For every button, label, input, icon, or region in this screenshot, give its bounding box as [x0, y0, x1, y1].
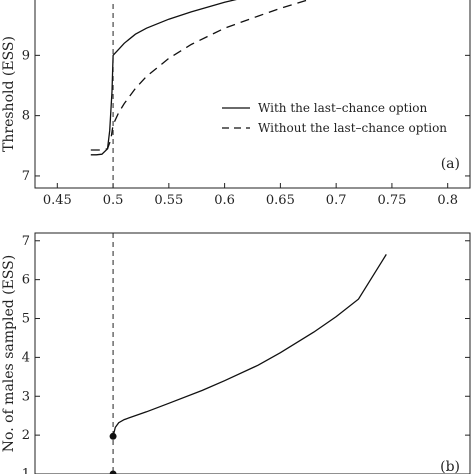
y-tick-label: 8	[22, 109, 30, 124]
x-tick-label: 0.6	[214, 193, 235, 208]
series-line-dashed	[90, 0, 310, 151]
y-tick-label: 1	[22, 467, 30, 474]
panel-b-males-sampled: 1 2 3 4 5 6 7 No. of males sampled (ESS) (b)	[1, 232, 471, 474]
y-tick-label: 2	[22, 428, 30, 443]
data-point	[109, 470, 117, 474]
series-line-solid	[90, 0, 237, 156]
panel-a-threshold: 7 8 9 10 0.45 0.5 0.55 0.6 0.65 0.7 0.75 0.8 Thresho…	[1, 0, 471, 208]
panel-label: (b)	[440, 459, 460, 474]
plot-frame	[34, 0, 471, 189]
x-tick-label: 0.55	[154, 193, 183, 208]
x-tick-label: 0.7	[326, 193, 347, 208]
series-line-solid	[112, 254, 387, 437]
y-tick-label: 5	[22, 312, 30, 327]
legend-label: Without the last–chance option	[258, 121, 447, 135]
y-tick-label: 4	[22, 350, 30, 365]
plot-frame	[34, 232, 471, 474]
plot-area	[109, 233, 387, 474]
y-tick-label: 3	[22, 389, 30, 404]
x-tick-label: 0.5	[103, 193, 124, 208]
legend-label: With the last–chance option	[258, 101, 428, 115]
x-tick-label: 0.45	[43, 193, 72, 208]
y-axis-label: No. of males sampled (ESS)	[1, 255, 17, 452]
y-tick-label: 7	[22, 234, 30, 249]
x-tick-label: 0.65	[266, 193, 295, 208]
data-point	[109, 432, 117, 440]
y-tick-label: 6	[22, 273, 30, 288]
x-tick-label: 0.8	[437, 193, 458, 208]
y-tick-label: 10	[13, 0, 30, 3]
y-axis-label: Threshold (ESS)	[1, 36, 17, 152]
y-tick-label: 9	[22, 48, 30, 63]
y-tick-label: 7	[22, 169, 30, 184]
x-tick-label: 0.75	[377, 193, 406, 208]
panel-label: (a)	[441, 156, 460, 172]
plot-area	[90, 0, 310, 188]
